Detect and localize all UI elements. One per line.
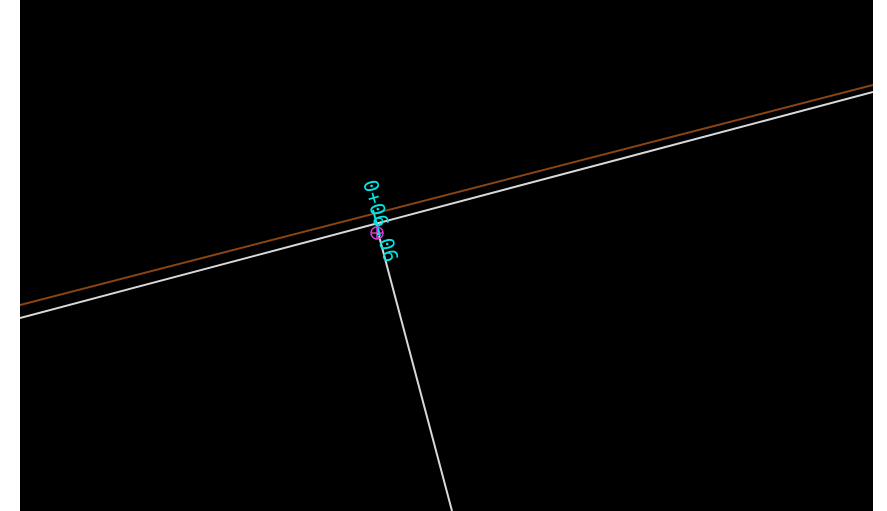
- boundary-line[interactable]: [20, 84, 873, 306]
- cad-drawing-canvas[interactable]: 0+06.06: [20, 0, 873, 511]
- point-marker-icon[interactable]: [370, 226, 384, 240]
- station-tick: [372, 209, 381, 237]
- road-edge-line[interactable]: [20, 91, 873, 319]
- offset-line[interactable]: [378, 235, 453, 511]
- station-label: 0+06.06: [358, 177, 403, 265]
- cad-drawing-svg: 0+06.06: [20, 84, 873, 511]
